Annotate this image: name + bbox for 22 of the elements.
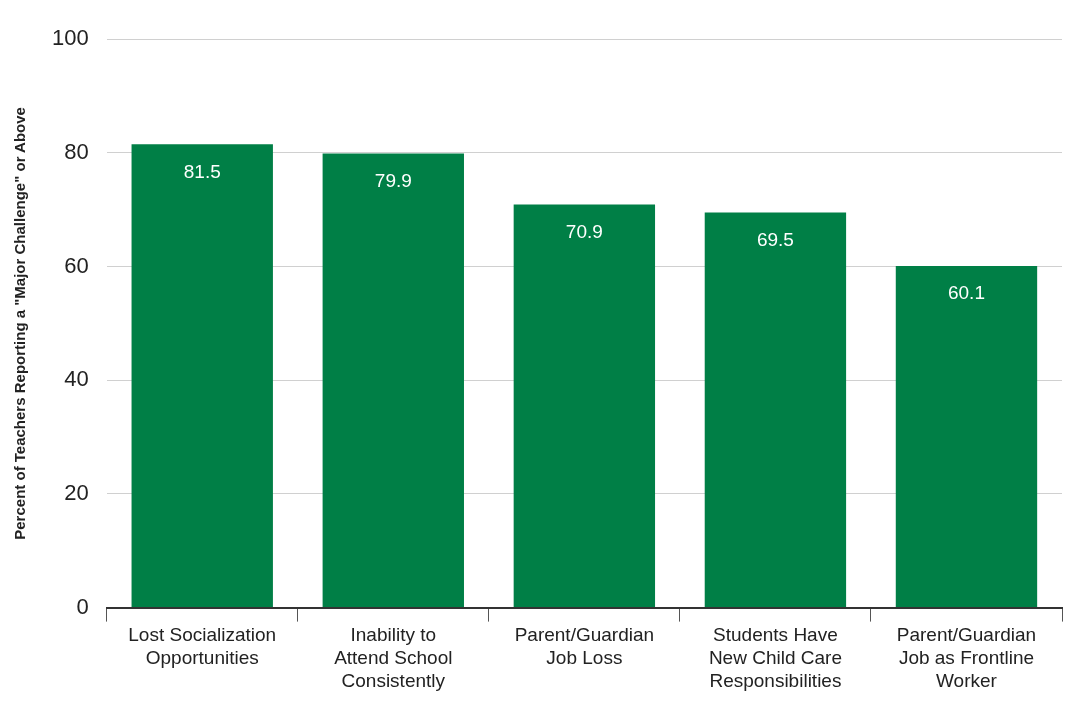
y-axis-title: Percent of Teachers Reporting a "Major Challenge" or Above xyxy=(11,107,29,540)
data-label: 81.5 xyxy=(183,160,221,182)
data-label: 60.1 xyxy=(947,282,985,304)
y-tick-label: 40 xyxy=(64,366,89,392)
y-tick-label: 0 xyxy=(76,593,89,619)
bar xyxy=(895,265,1038,608)
x-tick-label: Lost Socialization Opportunities xyxy=(128,624,277,669)
data-label: 69.5 xyxy=(756,228,794,250)
data-label: 70.9 xyxy=(565,220,603,242)
x-tick-label: Students Have New Child Care Responsibilities xyxy=(708,624,842,691)
y-tick-label: 60 xyxy=(64,252,89,278)
bar xyxy=(513,204,656,608)
y-tick-label: 100 xyxy=(51,25,89,51)
bar xyxy=(131,144,273,608)
x-tick-label: Parent/Guardian Job Loss xyxy=(514,624,655,669)
data-label: 79.9 xyxy=(374,169,412,191)
bar xyxy=(704,212,847,608)
y-tick-label: 20 xyxy=(64,479,89,505)
x-tick-label: Inability to Attend School Consistently xyxy=(334,624,453,691)
x-tick-label: Parent/Guardian Job as Frontline Worker xyxy=(896,624,1037,691)
bar xyxy=(322,153,464,608)
y-tick-label: 80 xyxy=(64,138,89,164)
